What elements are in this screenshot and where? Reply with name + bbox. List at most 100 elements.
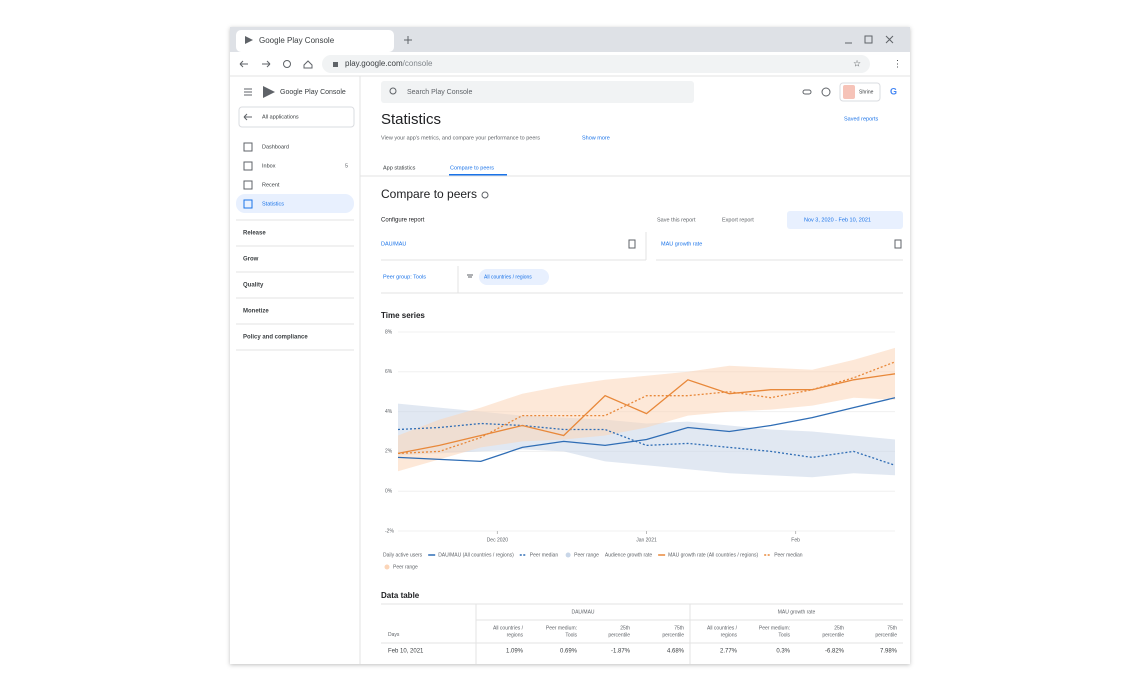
region-chip-label: All countries / regions	[484, 274, 532, 280]
account: Shrine	[859, 89, 874, 95]
metric-left[interactable]: DAU/MAU	[381, 241, 406, 247]
region-chip[interactable]	[479, 269, 549, 285]
legend-group: Audience growth rate	[605, 552, 652, 558]
tab-app-statistics[interactable]: App statistics	[383, 165, 416, 171]
column-header: All countries /	[493, 625, 524, 631]
legend-label: MAU growth rate (All countries / regions…	[668, 552, 758, 558]
tab-title: Google Play Console	[259, 36, 335, 45]
delete[interactable]	[628, 239, 636, 249]
menu[interactable]: ⋮	[893, 58, 902, 68]
cell: 7.98%	[880, 649, 898, 655]
chart-title: Time series	[381, 311, 425, 320]
series-line	[397, 397, 896, 463]
nav-item[interactable]: Recent	[262, 182, 280, 188]
delete[interactable]	[894, 239, 902, 249]
legend-label: DAU/MAU (All countries / regions)	[438, 552, 514, 558]
nav-item[interactable]: Inbox	[262, 163, 276, 169]
date-range: Nov 3, 2020 - Feb 10, 2021	[804, 217, 871, 223]
nav-section[interactable]: Quality	[243, 283, 264, 289]
google-logo: G	[890, 86, 897, 96]
info[interactable]	[481, 191, 489, 199]
search-placeholder: Search Play Console	[407, 89, 472, 96]
back-arrow	[243, 113, 252, 121]
nav-item[interactable]: Dashboard	[262, 144, 289, 150]
browser-window	[230, 27, 910, 664]
nav-item[interactable]: Statistics	[262, 201, 284, 207]
column-header: percentile	[608, 632, 630, 638]
legend-swatch	[384, 564, 390, 570]
tab-icon	[245, 36, 253, 44]
peer-group[interactable]: Peer group: Tools	[383, 274, 426, 280]
lock	[333, 62, 338, 67]
cell: 0.3%	[776, 649, 790, 655]
tab[interactable]	[236, 30, 394, 52]
nav-icon	[243, 142, 253, 152]
cell: Feb 10, 2021	[388, 649, 424, 655]
back-box[interactable]	[238, 106, 355, 128]
nav-section[interactable]: Grow	[243, 257, 259, 263]
date-chip[interactable]	[787, 211, 903, 229]
legend-label: Peer median	[530, 552, 559, 558]
cell: -1.87%	[611, 649, 631, 655]
y-tick-label: 4%	[385, 409, 393, 415]
window-controls[interactable]	[845, 35, 894, 44]
series-line	[397, 361, 896, 455]
cell: 4.68%	[667, 649, 685, 655]
tab-compare[interactable]: Compare to peers	[450, 165, 494, 171]
cell: -6.82%	[825, 649, 845, 655]
column-header: percentile	[662, 632, 684, 638]
x-tick-label: Jan 2021	[636, 537, 657, 543]
column-header: regions	[721, 632, 738, 638]
help[interactable]	[821, 87, 831, 97]
home[interactable]	[303, 60, 313, 69]
nav-section[interactable]: Release	[243, 231, 266, 237]
subtitle: View your app's metrics, and compare you…	[381, 135, 540, 141]
peer-range	[398, 347, 895, 472]
group-header: DAU/MAU	[571, 609, 594, 615]
inbox-count: 5	[345, 163, 348, 169]
saved-reports[interactable]: Saved reports	[844, 116, 878, 122]
column-header: regions	[507, 632, 524, 638]
x-tick-label: Feb	[791, 537, 800, 543]
section-heading: Compare to peers	[381, 187, 477, 201]
data-table: DAU/MAU MAU growth rate Days All countries …	[381, 603, 903, 664]
new-tab[interactable]	[404, 36, 412, 44]
account-icon	[843, 85, 855, 99]
column-header: percentile	[822, 632, 844, 638]
column-header: Peer medium:	[759, 625, 790, 631]
cell: 2.77%	[720, 649, 738, 655]
y-tick-label: -2%	[385, 528, 394, 534]
nav-highlight	[236, 194, 354, 213]
show-more[interactable]: Show more	[582, 135, 610, 141]
column-header: 25th	[834, 625, 844, 631]
column-header: Tools	[565, 632, 577, 638]
column-header: All countries /	[707, 625, 738, 631]
configure: Configure report	[381, 218, 425, 224]
page-title: Statistics	[381, 111, 441, 128]
brand: Google Play Console	[280, 89, 346, 96]
y-tick-label: 2%	[385, 449, 393, 455]
column-header: 75th	[674, 625, 684, 631]
legend-label: Peer range	[393, 564, 418, 570]
link[interactable]	[802, 89, 812, 95]
nav-icon	[243, 199, 253, 209]
column-header: 25th	[620, 625, 630, 631]
export-report[interactable]: Export report	[722, 217, 754, 223]
y-tick-label: 8%	[385, 329, 393, 335]
reload[interactable]	[283, 60, 291, 68]
legend-label: Peer median	[774, 552, 803, 558]
metric-right[interactable]: MAU growth rate	[661, 241, 702, 247]
group-header: MAU growth rate	[778, 609, 816, 615]
legend-group: Daily active users	[383, 552, 423, 558]
star[interactable]: ☆	[853, 58, 861, 68]
brand-logo	[263, 86, 275, 98]
nav-section[interactable]: Policy and compliance	[243, 335, 308, 341]
address-bar[interactable]	[322, 55, 870, 73]
nav-buttons[interactable]	[239, 60, 271, 68]
hamburger[interactable]	[244, 88, 252, 96]
nav-icon	[243, 180, 253, 190]
search-box[interactable]	[381, 81, 694, 103]
save-report[interactable]: Save this report	[657, 217, 696, 223]
nav-section[interactable]: Monetize	[243, 309, 269, 315]
